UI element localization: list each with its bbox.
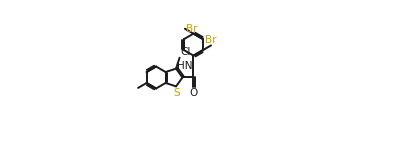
Text: Cl: Cl	[180, 47, 190, 57]
Text: Br: Br	[186, 24, 197, 34]
Text: Br: Br	[205, 35, 217, 45]
Text: HN: HN	[178, 61, 193, 71]
Text: S: S	[174, 88, 180, 98]
Text: O: O	[189, 88, 198, 98]
